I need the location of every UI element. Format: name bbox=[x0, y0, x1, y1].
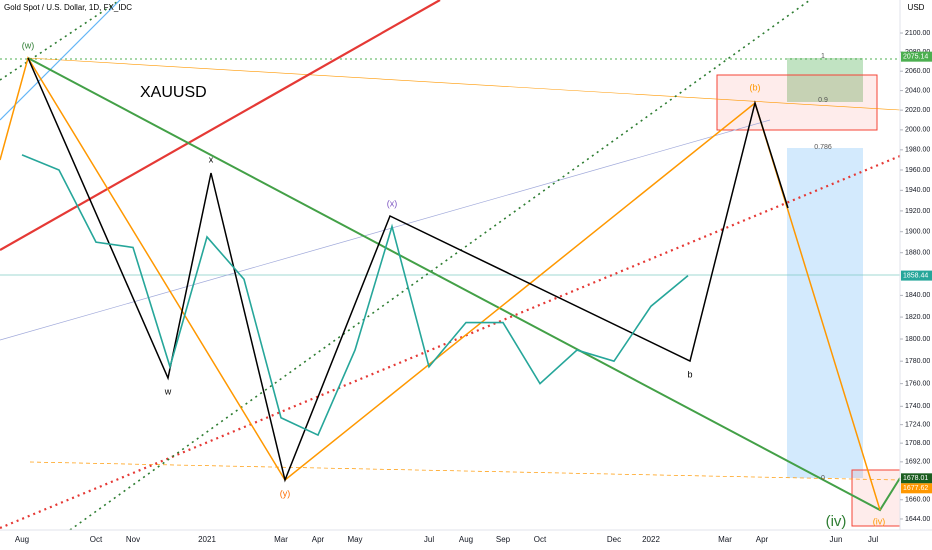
price-tag bbox=[901, 473, 932, 484]
trend-line bbox=[69, 0, 811, 531]
x-tick-label: Oct bbox=[90, 535, 103, 544]
fib-label: 0.786 bbox=[814, 144, 832, 151]
x-tick-label: Aug bbox=[459, 535, 473, 544]
trend-line bbox=[0, 0, 121, 81]
x-tick-label: Mar bbox=[274, 535, 288, 544]
y-tick-label: 1920.00 bbox=[905, 208, 930, 215]
wave-label: w bbox=[164, 386, 172, 396]
x-tick-label: Sep bbox=[496, 535, 511, 544]
x-tick-label: Oct bbox=[534, 535, 547, 544]
y-tick-label: 1692.00 bbox=[905, 459, 930, 466]
dashed-level bbox=[29, 461, 901, 481]
price-tag bbox=[901, 51, 932, 62]
y-tick-label: 1708.00 bbox=[905, 440, 930, 447]
fib-label: 1 bbox=[821, 53, 825, 60]
y-tick-label: 1780.00 bbox=[905, 358, 930, 365]
symbol-label: XAUUSD bbox=[140, 84, 207, 101]
price-tag bbox=[901, 270, 932, 281]
unit-label: USD bbox=[908, 3, 925, 12]
x-tick-label: Apr bbox=[312, 535, 325, 544]
fib-target-zone bbox=[787, 58, 863, 102]
price-line bbox=[21, 154, 689, 437]
price-tag-label: 2075.14 bbox=[903, 54, 928, 61]
y-tick-label: 1644.00 bbox=[905, 516, 930, 523]
y-tick-label: 2060.00 bbox=[905, 68, 930, 75]
x-tick-label: 2022 bbox=[642, 535, 660, 544]
trend-line bbox=[0, 0, 121, 121]
y-tick-label: 1960.00 bbox=[905, 167, 930, 174]
x-tick-label: Apr bbox=[756, 535, 769, 544]
fib-label: 0 bbox=[821, 475, 825, 482]
y-tick-label: 1900.00 bbox=[905, 229, 930, 236]
y-tick-label: 1740.00 bbox=[905, 403, 930, 410]
x-tick-label: May bbox=[347, 535, 362, 544]
price-tag-label: 1678.01 bbox=[903, 475, 928, 482]
y-tick-label: 1840.00 bbox=[905, 292, 930, 299]
price-tag-label: 1677.62 bbox=[903, 485, 928, 492]
y-tick-label: 2000.00 bbox=[905, 127, 930, 134]
x-tick-label: Aug bbox=[15, 535, 29, 544]
wave-label: (iv) bbox=[873, 516, 886, 526]
x-tick-label: Dec bbox=[607, 535, 621, 544]
y-tick-label: 1820.00 bbox=[905, 314, 930, 321]
y-tick-label: 1880.00 bbox=[905, 250, 930, 257]
wave-label: b bbox=[687, 369, 692, 379]
y-tick-label: 2040.00 bbox=[905, 87, 930, 94]
wave-label: (b) bbox=[750, 82, 761, 92]
x-tick-label: Jun bbox=[830, 535, 843, 544]
chart-title: Gold Spot / U.S. Dollar, 1D, FX_IDC bbox=[4, 3, 132, 12]
y-tick-label: 1724.00 bbox=[905, 421, 930, 428]
y-tick-label: 1980.00 bbox=[905, 147, 930, 154]
y-tick-label: 1760.00 bbox=[905, 380, 930, 387]
wave-label: (w) bbox=[22, 40, 35, 50]
wave-label: (iv) bbox=[826, 513, 847, 530]
y-tick-label: 1800.00 bbox=[905, 336, 930, 343]
wave-line bbox=[27, 57, 789, 483]
fib-zone bbox=[787, 148, 863, 478]
x-tick-label: Jul bbox=[868, 535, 878, 544]
fib-label: 0.9 bbox=[818, 97, 828, 104]
y-tick-label: 2100.00 bbox=[905, 30, 930, 37]
x-tick-label: 2021 bbox=[198, 535, 216, 544]
target-box bbox=[716, 74, 878, 131]
x-tick-label: Nov bbox=[126, 535, 140, 544]
trend-line bbox=[0, 0, 441, 251]
x-tick-label: Mar bbox=[718, 535, 732, 544]
price-tag-label: 1858.44 bbox=[903, 272, 928, 279]
y-tick-label: 2020.00 bbox=[905, 107, 930, 114]
y-tick-label: 1660.00 bbox=[905, 497, 930, 504]
price-tag bbox=[901, 483, 932, 494]
y-tick-label: 1940.00 bbox=[905, 187, 930, 194]
wave-label: (y) bbox=[280, 488, 291, 498]
wave-label: (x) bbox=[387, 198, 398, 208]
wave-label: x bbox=[209, 154, 214, 164]
x-tick-label: Jul bbox=[424, 535, 434, 544]
